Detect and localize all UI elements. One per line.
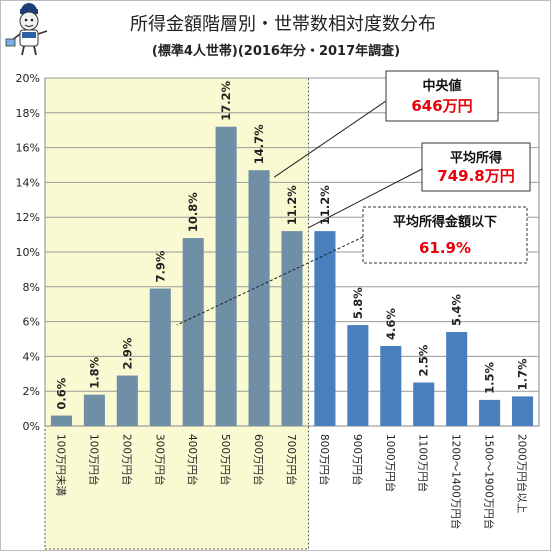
data-label: 5.4% — [450, 294, 464, 326]
bar — [281, 231, 303, 426]
bar — [182, 238, 204, 426]
annotation-box — [362, 206, 528, 264]
annotation-value: 61.9% — [419, 239, 471, 257]
annotation-leader — [308, 168, 423, 229]
x-tick-label: 200万円台 — [120, 434, 133, 486]
annotation-leader — [176, 236, 364, 326]
x-tick-label: 400万円台 — [186, 434, 199, 486]
annotation-value: 646万円 — [411, 97, 472, 115]
y-tick-label: 12% — [16, 211, 40, 224]
x-tick-label: 800万円台 — [318, 434, 331, 486]
y-tick-label: 20% — [16, 72, 40, 85]
annotation-label: 平均所得 — [450, 150, 502, 166]
y-tick-label: 8% — [23, 281, 40, 294]
bar — [314, 231, 336, 426]
annotation-value: 749.8万円 — [437, 167, 514, 185]
data-label: 14.7% — [252, 124, 266, 164]
x-tick-label: 100万円台 — [87, 434, 100, 486]
annotation-median: 中央値 646万円 — [273, 70, 499, 178]
x-tick-label: 100万円未満 — [54, 434, 66, 497]
x-tick-label: 700万円台 — [285, 434, 298, 486]
data-label: 11.2% — [318, 185, 332, 225]
y-tick-label: 10% — [16, 246, 40, 259]
x-tick-label: 2000万円台以上 — [516, 434, 529, 513]
data-label: 2.5% — [417, 344, 431, 376]
y-tick-label: 4% — [23, 350, 40, 363]
data-label: 11.2% — [285, 185, 299, 225]
y-tick-label: 16% — [16, 142, 40, 155]
y-tick-label: 2% — [23, 385, 40, 398]
y-tick-label: 0% — [23, 420, 40, 433]
x-tick-label: 500万円台 — [219, 434, 232, 486]
annotation-box — [421, 142, 531, 192]
x-tick-label: 1100万円台 — [417, 434, 430, 492]
data-label: 4.6% — [384, 308, 398, 340]
bar — [446, 332, 468, 426]
data-label: 10.8% — [186, 192, 200, 232]
annotation-box — [385, 70, 499, 122]
data-label: 7.9% — [153, 250, 167, 282]
annotation-label: 中央値 — [422, 78, 461, 94]
bar — [347, 325, 369, 426]
bar — [149, 288, 171, 426]
x-tick-label: 900万円台 — [351, 434, 364, 486]
annotation-below-mean: 平均所得金額以下 61.9% — [176, 206, 528, 326]
y-tick-label: 18% — [16, 107, 40, 120]
bar — [380, 345, 402, 426]
y-tick-label: 6% — [23, 316, 40, 329]
x-tick-label: 1000万円台 — [384, 434, 397, 492]
data-label: 1.7% — [516, 358, 530, 390]
y-tick-label: 14% — [16, 176, 40, 189]
x-tick-label: 1200〜1400万円台 — [450, 434, 463, 529]
chart-subtitle: (標準4人世帯)(2016年分・2017年調査) — [152, 43, 400, 59]
data-label: 0.6% — [54, 377, 68, 409]
bar — [511, 396, 534, 426]
plot-area: 0% 2% 4% 6% 8% 10% 12% 14% 16% 18% 20% 0.6% 100万円未満 1… — [16, 70, 540, 550]
bar — [50, 415, 73, 426]
data-label: 5.8% — [351, 287, 365, 319]
data-label: 1.8% — [87, 356, 101, 388]
data-label: 1.5% — [483, 362, 497, 394]
x-tick-label: 600万円台 — [252, 434, 265, 486]
chart-title: 所得金額階層別・世帯数相対度数分布 — [130, 14, 436, 35]
x-tick-label: 1500〜1900万円台 — [483, 434, 496, 529]
bar — [116, 375, 138, 426]
bar — [413, 382, 435, 426]
annotation-leader — [273, 100, 387, 178]
data-label: 17.2% — [219, 80, 233, 120]
x-tick-label: 300万円台 — [153, 434, 166, 486]
bar — [215, 126, 237, 426]
annotation-label: 平均所得金額以下 — [393, 214, 497, 230]
mascot-icon — [5, 3, 48, 56]
bar — [248, 170, 270, 426]
data-label: 2.9% — [120, 337, 134, 369]
bar — [83, 394, 105, 426]
bar — [479, 399, 501, 426]
